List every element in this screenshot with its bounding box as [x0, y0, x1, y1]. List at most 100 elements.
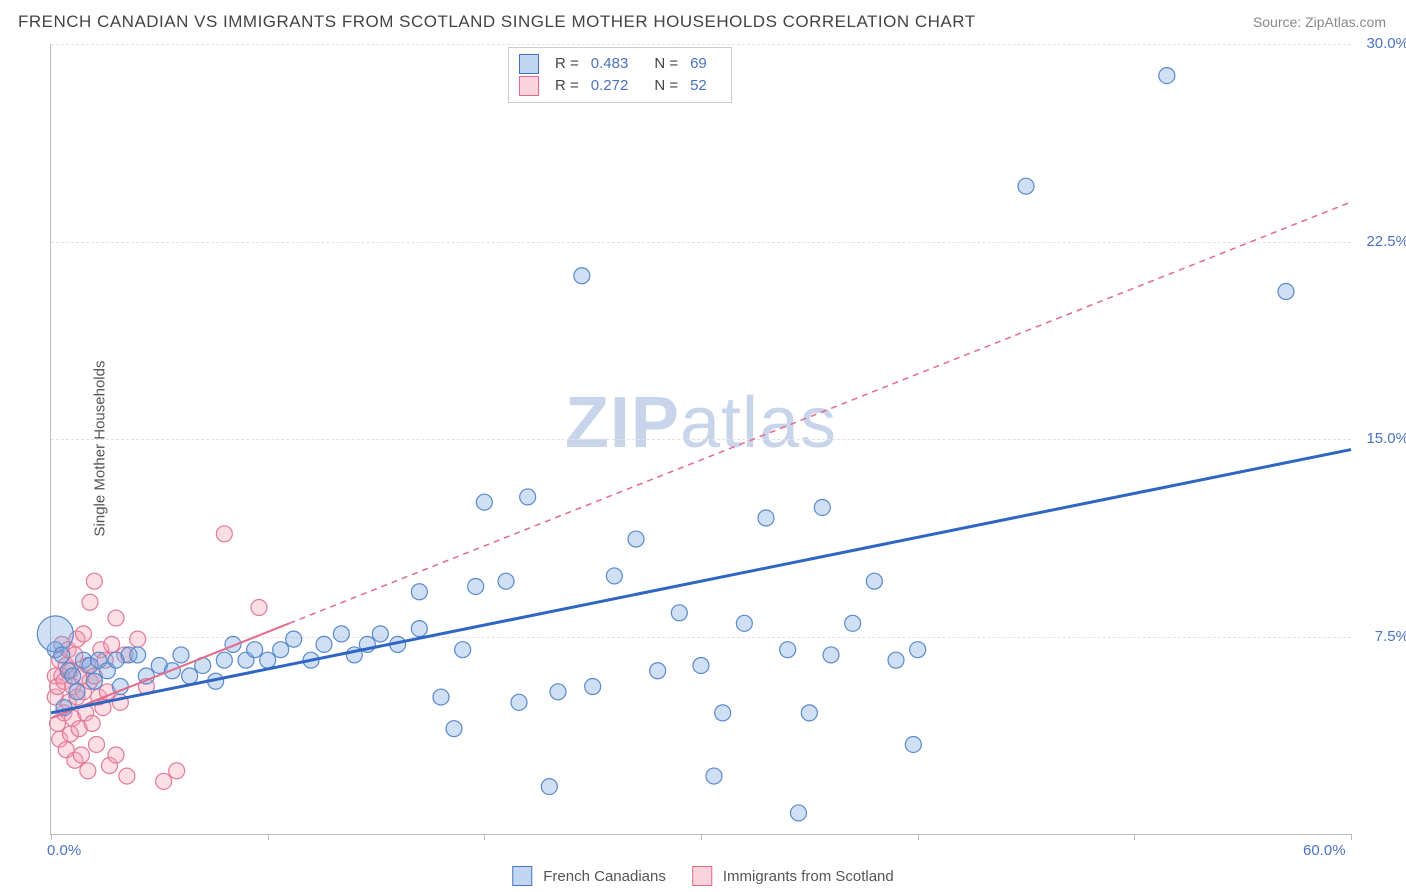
y-axis-tick-label: 15.0%: [1366, 430, 1406, 447]
swatch-pink: [519, 76, 539, 96]
scatter-point: [715, 705, 731, 721]
chart-title: FRENCH CANADIAN VS IMMIGRANTS FROM SCOTL…: [18, 12, 976, 32]
legend-item-pink: Immigrants from Scotland: [692, 866, 894, 886]
scatter-point: [814, 499, 830, 515]
y-axis-tick-label: 22.5%: [1366, 233, 1406, 250]
x-tick: [51, 834, 52, 840]
scatter-point: [628, 531, 644, 547]
scatter-point: [905, 736, 921, 752]
x-axis-tick-label: 0.0%: [47, 842, 81, 859]
scatter-point: [1159, 68, 1175, 84]
scatter-point: [455, 642, 471, 658]
scatter-point: [910, 642, 926, 658]
scatter-point: [247, 642, 263, 658]
scatter-point: [119, 768, 135, 784]
scatter-point: [251, 600, 267, 616]
x-axis-tick-label: 60.0%: [1303, 842, 1346, 859]
scatter-point: [182, 668, 198, 684]
scatter-point: [446, 721, 462, 737]
x-tick: [918, 834, 919, 840]
r-label: R =: [555, 75, 579, 97]
legend-item-blue: French Canadians: [512, 866, 666, 886]
source-prefix: Source:: [1253, 14, 1305, 30]
n-label: N =: [654, 53, 678, 75]
scatter-point: [86, 573, 102, 589]
scatter-point: [671, 605, 687, 621]
scatter-point: [156, 773, 172, 789]
source-name: ZipAtlas.com: [1305, 14, 1386, 30]
n-value-pink: 52: [690, 75, 707, 97]
n-value-blue: 69: [690, 53, 707, 75]
scatter-point: [108, 610, 124, 626]
scatter-point: [476, 494, 492, 510]
scatter-point: [89, 736, 105, 752]
scatter-point: [169, 763, 185, 779]
legend-row-blue: R = 0.483 N = 69: [519, 53, 721, 75]
scatter-point: [76, 626, 92, 642]
scatter-point: [333, 626, 349, 642]
scatter-point: [54, 647, 70, 663]
scatter-point: [286, 631, 302, 647]
scatter-point: [260, 652, 276, 668]
scatter-point: [82, 594, 98, 610]
scatter-point: [65, 668, 81, 684]
scatter-layer: [51, 44, 1351, 834]
scatter-point: [780, 642, 796, 658]
correlation-legend: R = 0.483 N = 69 R = 0.272 N = 52: [508, 47, 732, 103]
scatter-point: [845, 615, 861, 631]
scatter-point: [823, 647, 839, 663]
scatter-point: [693, 657, 709, 673]
scatter-point: [73, 747, 89, 763]
swatch-pink: [692, 866, 712, 886]
scatter-point: [650, 663, 666, 679]
scatter-point: [468, 578, 484, 594]
scatter-point: [801, 705, 817, 721]
x-tick: [1351, 834, 1352, 840]
scatter-point: [411, 621, 427, 637]
scatter-point: [574, 268, 590, 284]
scatter-point: [758, 510, 774, 526]
r-label: R =: [555, 53, 579, 75]
x-tick: [1134, 834, 1135, 840]
scatter-point: [130, 647, 146, 663]
legend-row-pink: R = 0.272 N = 52: [519, 75, 721, 97]
series-legend: French Canadians Immigrants from Scotlan…: [512, 866, 893, 886]
r-value-pink: 0.272: [591, 75, 629, 97]
scatter-point: [866, 573, 882, 589]
scatter-point: [316, 636, 332, 652]
y-axis-tick-label: 7.5%: [1375, 628, 1406, 645]
x-tick: [701, 834, 702, 840]
scatter-point: [1278, 284, 1294, 300]
plot-area: ZIPatlas R = 0.483 N = 69 R = 0.272 N = …: [50, 44, 1351, 835]
scatter-point: [706, 768, 722, 784]
n-label: N =: [654, 75, 678, 97]
scatter-point: [411, 584, 427, 600]
scatter-point: [606, 568, 622, 584]
scatter-point: [69, 684, 85, 700]
x-tick: [484, 834, 485, 840]
scatter-point: [791, 805, 807, 821]
legend-label-pink: Immigrants from Scotland: [723, 868, 894, 885]
x-tick: [268, 834, 269, 840]
r-value-blue: 0.483: [591, 53, 629, 75]
scatter-point: [84, 715, 100, 731]
scatter-point: [433, 689, 449, 705]
trend-line: [289, 202, 1351, 623]
source-attribution: Source: ZipAtlas.com: [1253, 14, 1386, 30]
scatter-point: [511, 694, 527, 710]
scatter-point: [498, 573, 514, 589]
scatter-point: [736, 615, 752, 631]
scatter-point: [130, 631, 146, 647]
scatter-point: [520, 489, 536, 505]
scatter-point: [550, 684, 566, 700]
scatter-point: [273, 642, 289, 658]
scatter-point: [104, 636, 120, 652]
y-axis-tick-label: 30.0%: [1366, 35, 1406, 52]
scatter-point: [86, 673, 102, 689]
scatter-point: [216, 526, 232, 542]
scatter-point: [216, 652, 232, 668]
swatch-blue: [512, 866, 532, 886]
scatter-point: [37, 616, 73, 652]
scatter-point: [541, 779, 557, 795]
swatch-blue: [519, 54, 539, 74]
